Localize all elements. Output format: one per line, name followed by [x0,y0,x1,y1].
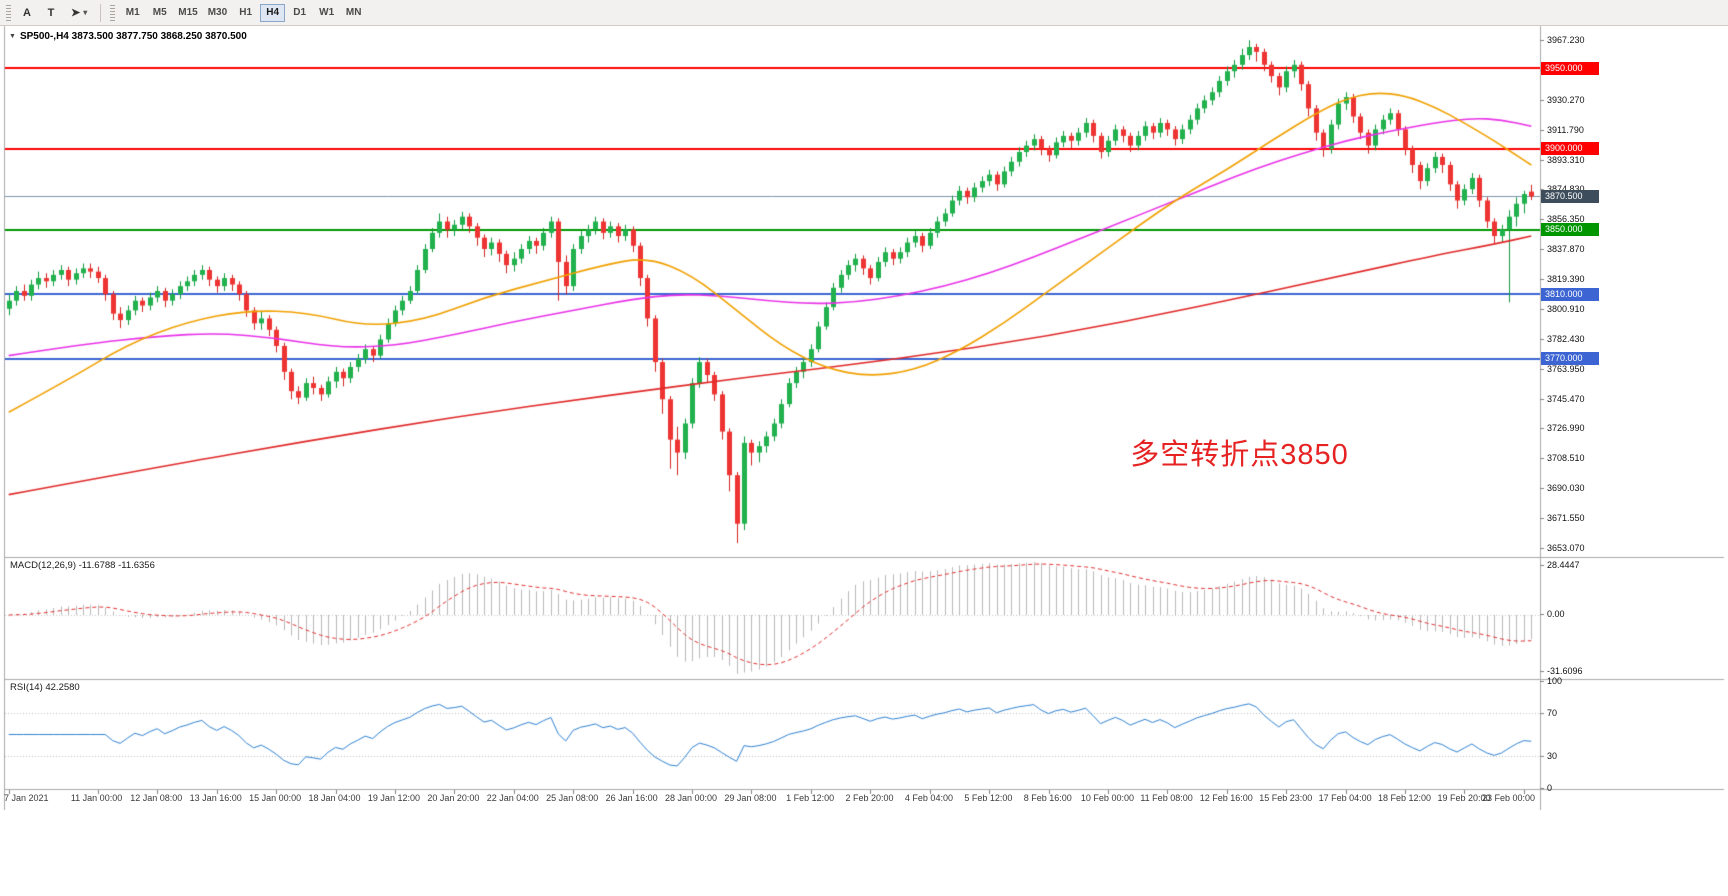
cursor-icon: ➤ [71,7,81,19]
time-axis-label: 10 Feb 00:00 [1080,793,1134,803]
price-axis-label: 3708.510 [1547,453,1585,464]
price-axis-label: 3930.270 [1547,94,1585,105]
chevron-down-icon: ▾ [83,8,88,17]
price-axis-label: 3967.230 [1547,35,1585,46]
rsi-label: RSI(14) 42.2580 [10,682,80,693]
time-axis-label: 15 Feb 23:00 [1259,793,1313,803]
time-axis-label: 7 Jan 2021 [4,793,49,803]
price-axis-label: 3819.390 [1547,274,1585,285]
time-axis-label: 20 Jan 20:00 [427,793,480,803]
indicator-axis-label: 0.00 [1547,609,1565,619]
current-price-badge: 3870.500 [1541,189,1599,203]
price-axis-label: 3726.990 [1547,423,1585,434]
indicator-axis-label: 28.4447 [1547,560,1580,570]
indicator-axis-label: 70 [1547,708,1558,719]
text-tool-button[interactable]: A [16,3,38,23]
chart-title-text: SP500-,H4 3873.500 3877.750 3868.250 387… [19,31,247,42]
timeframe-button-m1[interactable]: M1 [120,4,145,22]
time-axis-label: 5 Feb 12:00 [964,793,1013,803]
time-axis-label: 11 Feb 08:00 [1140,793,1193,803]
price-axis-label: 3911.790 [1547,124,1584,135]
indicator-axis-label: 100 [1547,676,1563,686]
collapse-arrow-icon[interactable]: ▼ [9,33,16,40]
price-axis-label: 3800.910 [1547,303,1585,314]
time-axis-label: 4 Feb 04:00 [904,793,953,803]
indicator-axis-label: 0 [1547,783,1553,793]
time-axis-label: 28 Jan 00:00 [665,793,718,803]
timeframe-button-m15[interactable]: M15 [174,4,201,22]
type-tool-button[interactable]: T [40,3,62,23]
chart-title: ▼ SP500-,H4 3873.500 3877.750 3868.250 3… [9,31,247,42]
price-axis-label: 3653.070 [1547,542,1585,553]
cursor-tool-dropdown[interactable]: ➤ ▾ [64,3,94,23]
price-line-badge-3850.000: 3850.000 [1541,223,1599,237]
timeframe-button-m30[interactable]: M30 [204,4,231,22]
time-axis-label: 25 Jan 08:00 [546,793,599,803]
timeframe-button-h4[interactable]: H4 [260,3,286,22]
price-axis-label: 3856.350 [1547,214,1585,225]
price-axis-label: 3671.550 [1547,512,1585,523]
price-line-badge-3810.000: 3810.000 [1541,287,1599,301]
price-line-badge-3770.000: 3770.000 [1541,352,1599,366]
time-axis-label: 26 Jan 16:00 [605,793,658,803]
timeframe-button-d1[interactable]: D1 [287,4,312,22]
timeframe-button-h1[interactable]: H1 [233,4,258,22]
time-axis-label: 18 Jan 04:00 [308,793,361,803]
chart-annotation-text: 多空转折点3850 [1130,439,1349,472]
time-axis-label: 13 Jan 16:00 [189,793,242,803]
macd-label: MACD(12,26,9) -11.6788 -11.6356 [10,560,155,571]
time-axis-label: 22 Jan 04:00 [486,793,539,803]
timeframe-button-w1[interactable]: W1 [314,4,339,22]
time-axis-label: 29 Jan 08:00 [724,793,777,803]
price-axis-label: 3690.030 [1547,483,1585,494]
price-axis-label: 3763.950 [1547,363,1585,374]
timeframe-button-m5[interactable]: M5 [147,4,172,22]
time-axis-label: 2 Feb 20:00 [845,793,894,803]
toolbar-gripper[interactable] [110,4,116,21]
price-axis-label: 3837.870 [1547,244,1585,255]
price-axis-label: 3874.830 [1547,184,1585,194]
time-axis-label: 12 Feb 16:00 [1199,793,1253,803]
toolbar: A T ➤ ▾ M1 M5 M15 M30 H1 H4 D1 W1 MN [0,0,1728,26]
time-axis-label: 8 Feb 16:00 [1023,793,1072,803]
time-axis-label: 15 Jan 00:00 [249,793,302,803]
time-axis-label: 17 Feb 04:00 [1318,793,1372,803]
price-axis-label: 3893.310 [1547,154,1585,165]
price-axis-label: 3782.430 [1547,333,1585,344]
time-axis-label: 12 Jan 08:00 [130,793,183,803]
toolbar-separator [100,3,102,22]
time-axis-label: 19 Jan 12:00 [367,793,420,803]
time-axis-label: 23 Feb 00:00 [1482,793,1536,803]
price-axis-label: 3745.470 [1547,393,1585,404]
indicator-axis-label: -31.6096 [1547,666,1583,676]
toolbar-gripper[interactable] [6,4,11,21]
timeframe-toolbar: M1 M5 M15 M30 H1 H4 D1 W1 MN [119,3,367,22]
time-axis-label: 11 Jan 00:00 [70,793,123,803]
indicator-axis-label: 30 [1547,750,1558,761]
time-axis-label: 18 Feb 12:00 [1378,793,1432,803]
price-line-badge-3950.000: 3950.000 [1541,61,1599,75]
timeframe-button-mn[interactable]: MN [341,4,366,22]
time-axis-label: 1 Feb 12:00 [786,793,835,803]
time-axis-label: 19 Feb 20:00 [1437,793,1491,803]
price-line-badge-3900.000: 3900.000 [1541,142,1599,156]
